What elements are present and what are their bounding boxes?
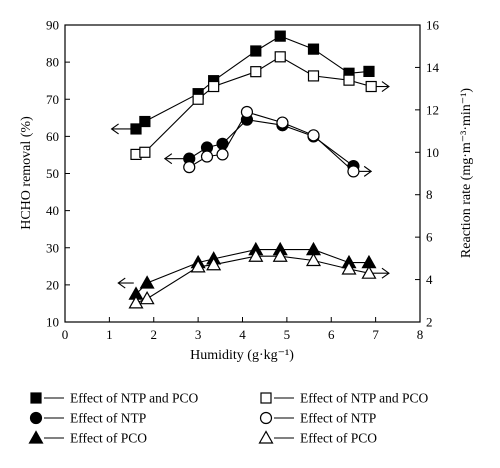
data-point: [139, 290, 155, 305]
data-point: [128, 295, 144, 309]
y-right-tick-label: 6: [426, 230, 433, 245]
x-axis: 0 1 2 3 4 5 6 7 8: [62, 317, 424, 342]
x-tick-label: 5: [284, 327, 291, 342]
series-line-2: [189, 119, 354, 167]
data-point: [240, 105, 254, 119]
y-right-tick-label: 10: [426, 145, 439, 160]
legend-marker: [28, 430, 44, 444]
legend-label: Effect of PCO: [300, 431, 377, 446]
data-point: [274, 51, 286, 63]
x-tick-label: 8: [417, 327, 424, 342]
y-right-tick-label: 4: [426, 272, 433, 287]
x-tick-label: 6: [328, 327, 335, 342]
data-point: [274, 30, 286, 42]
data-point: [206, 257, 222, 271]
data-point: [190, 259, 206, 273]
series-line-3: [189, 111, 354, 172]
y-left-tick-label: 20: [46, 277, 59, 292]
y-axis-right: 2 4 6 8 10 12 14 16: [415, 18, 440, 330]
y-right-tick-label: 8: [426, 187, 433, 202]
y-axis-right-label: Reaction rate (mg·m⁻³·min⁻¹): [459, 88, 474, 258]
x-tick-label: 0: [62, 327, 69, 342]
data-point: [341, 261, 357, 275]
legend-marker: [29, 411, 43, 425]
data-point: [208, 80, 220, 93]
data-point: [139, 115, 151, 128]
data-point: [139, 146, 151, 158]
y-right-tick-label: 16: [426, 18, 440, 33]
data-point: [363, 65, 375, 78]
y-left-tick-label: 60: [46, 129, 59, 144]
data-point: [307, 70, 320, 82]
arrow-head: [381, 267, 390, 279]
legend-item: Effect of NTP: [29, 411, 146, 426]
data-point: [305, 252, 322, 267]
legend-marker: [258, 430, 274, 444]
legend-marker: [30, 392, 42, 404]
arrow-head: [110, 123, 119, 135]
data-point: [248, 248, 264, 262]
x-tick-label: 3: [195, 327, 202, 342]
legend-item: Effect of PCO: [28, 430, 147, 446]
data-point: [307, 129, 320, 142]
data-point: [276, 116, 289, 129]
legend-label: Effect of NTP and PCO: [300, 391, 428, 406]
data-point: [365, 80, 377, 93]
y-axis-left: 10 20 30 40 50 60 70 80 90: [46, 18, 70, 330]
legend-label: Effect of NTP and PCO: [70, 391, 198, 406]
arrow-head: [363, 165, 373, 177]
x-tick-label: 7: [372, 327, 379, 342]
y-left-tick-label: 10: [46, 315, 59, 330]
y-left-tick-label: 90: [46, 18, 59, 33]
legend-item: Effect of PCO: [258, 430, 377, 446]
legend-marker: [259, 411, 273, 425]
legend-item: Effect of NTP: [259, 411, 376, 426]
y-left-tick-label: 80: [46, 55, 59, 70]
arrow-head: [381, 81, 390, 92]
series-markers: [128, 30, 377, 309]
legend-label: Effect of NTP: [300, 411, 376, 426]
data-point: [272, 248, 288, 262]
data-point: [347, 165, 360, 178]
arrow-head: [117, 277, 126, 289]
x-tick-label: 1: [106, 327, 113, 342]
legend-item: Effect of NTP and PCO: [30, 391, 198, 406]
y-left-tick-label: 70: [46, 92, 59, 107]
data-point: [307, 43, 320, 55]
data-point: [139, 275, 155, 289]
x-tick-label: 2: [151, 327, 158, 342]
data-point: [192, 93, 204, 105]
data-point: [343, 74, 355, 86]
legend-item: Effect of NTP and PCO: [260, 391, 428, 406]
y-right-tick-label: 2: [426, 315, 433, 330]
data-point: [200, 150, 214, 163]
legend-marker: [260, 392, 272, 404]
data-point: [130, 123, 142, 135]
x-axis-label: Humidity (g·kg⁻¹): [190, 348, 294, 363]
data-point: [250, 66, 262, 78]
y-left-tick-label: 40: [46, 203, 59, 218]
data-point: [216, 137, 229, 150]
series-line-5: [135, 255, 370, 304]
legend-label: Effect of PCO: [70, 431, 147, 446]
legend-label: Effect of NTP: [70, 411, 146, 426]
x-tick-label: 4: [239, 327, 246, 342]
data-point: [361, 265, 377, 279]
y-right-tick-label: 14: [426, 60, 440, 75]
data-point: [250, 45, 262, 57]
arrow-head: [163, 153, 173, 165]
legend: Effect of NTP and PCO Effect of NTP and P…: [28, 391, 428, 446]
data-point: [183, 161, 196, 174]
data-point: [216, 148, 229, 161]
direction-arrows: [110, 81, 390, 289]
y-axis-left-label: HCHO removal (%): [19, 116, 34, 230]
y-left-tick-label: 30: [46, 240, 59, 255]
y-right-tick-label: 12: [426, 102, 439, 117]
y-left-tick-label: 50: [46, 166, 59, 181]
